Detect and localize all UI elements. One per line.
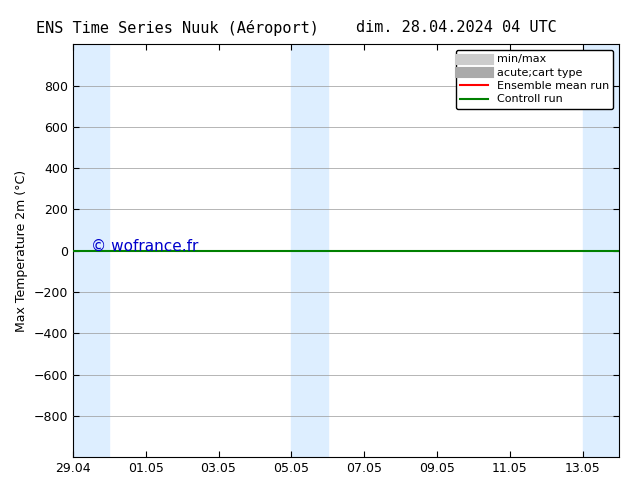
Bar xyxy=(73,45,109,457)
Legend: min/max, acute;cart type, Ensemble mean run, Controll run: min/max, acute;cart type, Ensemble mean … xyxy=(456,50,614,109)
Text: ENS Time Series Nuuk (Aéroport): ENS Time Series Nuuk (Aéroport) xyxy=(36,20,319,36)
Text: dim. 28.04.2024 04 UTC: dim. 28.04.2024 04 UTC xyxy=(356,20,557,35)
Y-axis label: Max Temperature 2m (°C): Max Temperature 2m (°C) xyxy=(15,170,28,332)
Bar xyxy=(583,45,619,457)
Bar xyxy=(292,45,328,457)
Text: © wofrance.fr: © wofrance.fr xyxy=(91,239,198,253)
